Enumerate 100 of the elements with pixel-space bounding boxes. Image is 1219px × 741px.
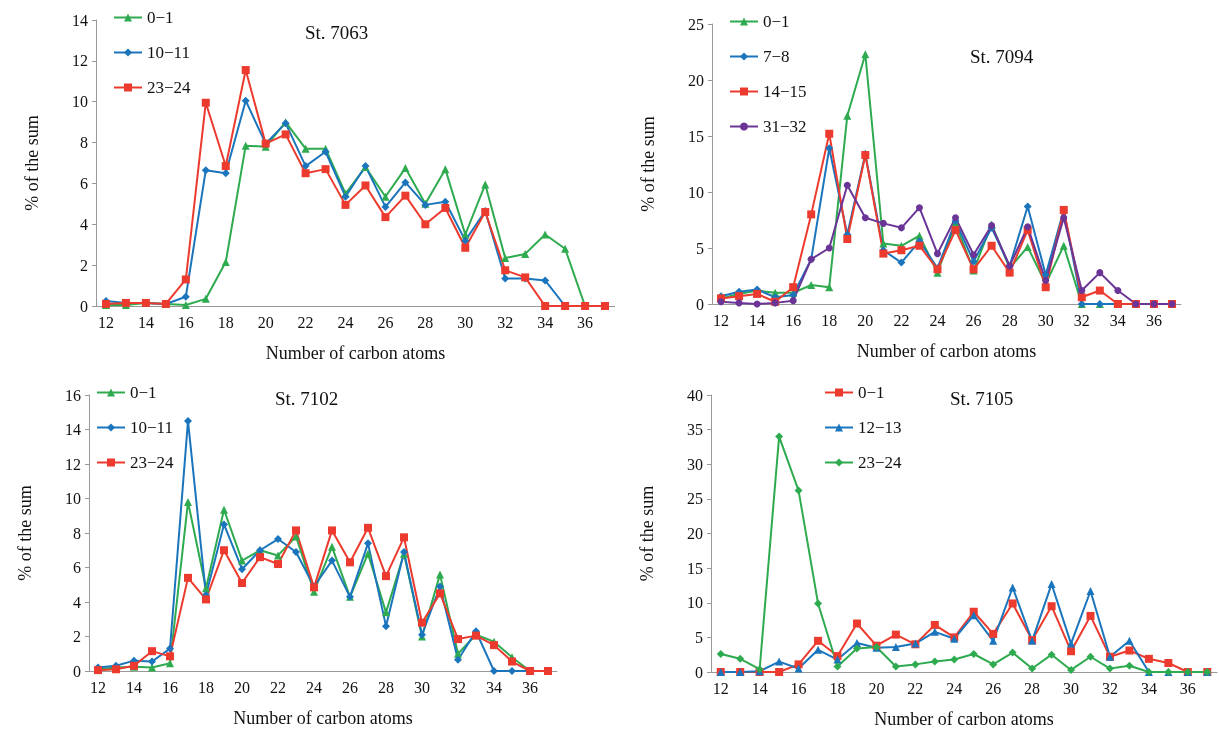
y-tick-label: 5 [695, 628, 703, 646]
x-tick-label: 14 [749, 311, 766, 329]
legend-label: 23−24 [130, 453, 175, 472]
legend-label: 10−11 [130, 418, 173, 437]
y-tick-label: 0 [695, 663, 703, 681]
legend-label: 23−24 [147, 78, 192, 97]
x-tick-label: 30 [457, 313, 474, 331]
y-tick-label: 14 [65, 421, 81, 438]
x-tick-label: 18 [821, 311, 838, 329]
y-tick-label: 15 [687, 559, 703, 577]
x-tick-label: 36 [1179, 679, 1196, 697]
x-tick-label: 24 [337, 313, 354, 331]
y-axis-title: % of the sum [637, 485, 657, 582]
y-tick-label: 10 [65, 490, 81, 507]
x-tick-label: 36 [577, 313, 594, 331]
x-tick-label: 22 [297, 313, 314, 331]
y-tick-label: 10 [687, 594, 703, 612]
x-tick-label: 26 [377, 313, 394, 331]
x-tick-label: 28 [417, 313, 434, 331]
x-axis-title: Number of carbon atoms [233, 708, 413, 728]
y-tick-label: 25 [687, 490, 703, 508]
x-tick-label: 24 [929, 311, 946, 329]
x-tick-label: 30 [1063, 679, 1080, 697]
y-tick-label: 14 [72, 11, 88, 29]
x-tick-label: 32 [1073, 311, 1090, 329]
x-tick-label: 22 [270, 678, 286, 696]
y-tick-label: 12 [65, 455, 81, 473]
x-tick-label: 16 [785, 311, 802, 329]
y-axis-title: % of the sum [15, 485, 35, 581]
x-tick-label: 22 [907, 679, 924, 697]
x-tick-label: 12 [712, 679, 729, 697]
x-tick-label: 16 [162, 678, 178, 696]
y-tick-label: 0 [73, 662, 81, 680]
x-tick-label: 30 [414, 678, 430, 696]
x-tick-label: 34 [1140, 679, 1157, 697]
y-tick-label: 0 [80, 297, 88, 315]
x-tick-label: 24 [946, 679, 963, 697]
y-tick-label: 8 [73, 524, 81, 542]
chart-title: St. 7102 [275, 388, 339, 409]
y-tick-label: 15 [688, 127, 704, 145]
x-tick-label: 16 [177, 313, 194, 331]
x-tick-label: 36 [522, 678, 538, 696]
y-tick-label: 40 [687, 386, 703, 404]
y-tick-label: 6 [73, 559, 81, 576]
y-tick-label: 20 [688, 71, 704, 89]
x-tick-label: 20 [857, 311, 874, 329]
x-tick-label: 18 [217, 313, 234, 331]
y-tick-label: 10 [72, 93, 88, 111]
legend-label: 0−1 [147, 8, 174, 27]
chart-title: St. 7105 [950, 388, 1014, 409]
x-tick-label: 34 [486, 678, 502, 696]
x-tick-label: 20 [234, 678, 250, 696]
y-tick-label: 4 [80, 215, 88, 233]
legend-label: 10−11 [147, 43, 190, 62]
x-tick-label: 32 [497, 313, 514, 331]
y-tick-label: 35 [687, 421, 703, 439]
y-tick-label: 5 [696, 239, 704, 257]
legend-label: 7−8 [763, 47, 790, 66]
legend-label: 31−32 [763, 117, 807, 136]
x-tick-label: 30 [1037, 311, 1054, 329]
x-tick-label: 34 [1109, 311, 1126, 329]
x-tick-label: 28 [1001, 311, 1018, 329]
legend-label: 0−1 [763, 12, 790, 31]
x-tick-label: 18 [829, 679, 846, 697]
x-tick-label: 14 [126, 678, 142, 696]
y-tick-label: 25 [688, 15, 704, 33]
legend-label: 14−15 [763, 82, 807, 101]
x-tick-label: 16 [790, 679, 807, 697]
x-tick-label: 14 [137, 313, 154, 331]
x-axis-title: Number of carbon atoms [265, 343, 446, 363]
y-tick-label: 2 [80, 256, 88, 274]
x-tick-label: 20 [257, 313, 274, 331]
y-axis-title: % of the sum [22, 115, 42, 211]
x-axis-title: Number of carbon atoms [856, 341, 1037, 361]
x-tick-label: 28 [378, 678, 394, 696]
x-tick-label: 12 [97, 313, 114, 331]
x-tick-label: 20 [868, 679, 885, 697]
x-tick-label: 26 [965, 311, 982, 329]
x-tick-label: 34 [537, 313, 554, 331]
y-tick-label: 30 [687, 455, 703, 473]
x-axis-title: Number of carbon atoms [874, 709, 1054, 729]
legend-label: 0−1 [130, 383, 157, 402]
x-tick-label: 14 [751, 679, 768, 697]
y-tick-label: 20 [687, 525, 703, 542]
text: St. 7094 [970, 46, 1034, 67]
y-tick-label: 8 [80, 134, 88, 152]
x-tick-label: 12 [713, 311, 730, 329]
x-tick-label: 22 [893, 311, 910, 329]
legend-label: 23−24 [858, 453, 903, 472]
x-tick-label: 24 [306, 678, 322, 696]
x-tick-label: 36 [1145, 311, 1162, 329]
y-tick-label: 2 [73, 628, 81, 645]
y-tick-label: 4 [73, 593, 81, 611]
y-tick-label: 10 [688, 183, 704, 201]
y-tick-label: 16 [65, 386, 81, 404]
y-tick-label: 12 [72, 52, 88, 70]
x-tick-label: 28 [1024, 679, 1041, 697]
x-tick-label: 26 [985, 679, 1002, 697]
x-tick-label: 32 [1101, 679, 1118, 697]
chart-title: St. 7063 [305, 22, 369, 43]
